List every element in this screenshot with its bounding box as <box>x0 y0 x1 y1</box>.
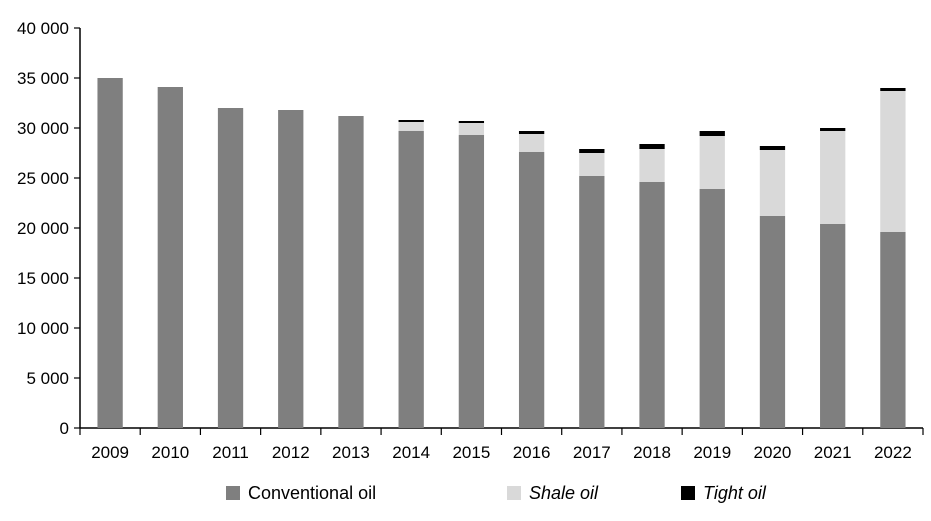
bar-conventional-oil-2009 <box>97 78 123 428</box>
bar-shale-oil-2018 <box>639 149 665 182</box>
bar-conventional-oil-2015 <box>458 135 485 428</box>
bar-tight-oil-2022 <box>880 88 906 91</box>
bar-conventional-oil-2018 <box>639 182 665 428</box>
bar-tight-oil-2018 <box>639 144 665 149</box>
x-tick-label: 2009 <box>91 443 129 462</box>
legend-swatch-tight-oil <box>681 486 695 500</box>
x-tick-label: 2021 <box>814 443 852 462</box>
bar-conventional-oil-2013 <box>338 116 364 428</box>
x-tick-label: 2012 <box>272 443 310 462</box>
x-tick-label: 2022 <box>874 443 912 462</box>
legend-swatch-shale-oil <box>507 486 521 500</box>
bar-conventional-oil-2011 <box>217 108 244 428</box>
y-tick-label: 10 000 <box>17 319 69 338</box>
bar-conventional-oil-2010 <box>157 87 183 428</box>
legend-label-tight-oil: Tight oil <box>703 483 767 503</box>
bar-conventional-oil-2022 <box>880 232 906 428</box>
x-tick-label: 2017 <box>573 443 611 462</box>
bar-shale-oil-2014 <box>398 122 424 131</box>
x-tick-label: 2019 <box>693 443 731 462</box>
legend-label-shale-oil: Shale oil <box>529 483 599 503</box>
bar-tight-oil-2020 <box>759 146 786 150</box>
bar-tight-oil-2021 <box>820 128 846 131</box>
y-tick-label: 40 000 <box>17 19 69 38</box>
bar-conventional-oil-2016 <box>518 152 545 428</box>
bar-conventional-oil-2017 <box>579 176 605 428</box>
y-tick-label: 20 000 <box>17 219 69 238</box>
bar-shale-oil-2021 <box>820 131 846 224</box>
x-tick-label: 2016 <box>513 443 551 462</box>
bar-conventional-oil-2012 <box>278 110 304 428</box>
bar-conventional-oil-2020 <box>759 216 786 428</box>
y-tick-label: 5 000 <box>26 369 69 388</box>
bar-tight-oil-2019 <box>699 131 725 136</box>
bar-shale-oil-2019 <box>699 136 725 189</box>
y-tick-label: 15 000 <box>17 269 69 288</box>
y-tick-label: 25 000 <box>17 169 69 188</box>
bar-tight-oil-2014 <box>398 120 424 122</box>
x-tick-label: 2018 <box>633 443 671 462</box>
x-tick-label: 2020 <box>754 443 792 462</box>
bar-tight-oil-2017 <box>579 149 605 153</box>
bar-tight-oil-2015 <box>458 121 485 123</box>
bar-conventional-oil-2021 <box>820 224 846 428</box>
legend-swatch-conventional-oil <box>226 486 240 500</box>
x-tick-label: 2011 <box>212 443 249 462</box>
x-tick-label: 2014 <box>392 443 430 462</box>
bar-conventional-oil-2019 <box>699 189 725 428</box>
y-tick-label: 0 <box>60 419 69 438</box>
x-tick-label: 2010 <box>151 443 189 462</box>
bar-shale-oil-2015 <box>458 123 485 135</box>
bar-shale-oil-2022 <box>880 91 906 232</box>
bar-tight-oil-2016 <box>518 131 545 134</box>
legend-label-conventional-oil: Conventional oil <box>248 483 376 503</box>
y-tick-label: 35 000 <box>17 69 69 88</box>
bar-shale-oil-2017 <box>579 153 605 176</box>
x-tick-label: 2015 <box>452 443 490 462</box>
bar-conventional-oil-2014 <box>398 131 424 428</box>
bar-shale-oil-2016 <box>518 134 545 152</box>
x-tick-label: 2013 <box>332 443 370 462</box>
bar-shale-oil-2020 <box>759 150 786 216</box>
y-tick-label: 30 000 <box>17 119 69 138</box>
